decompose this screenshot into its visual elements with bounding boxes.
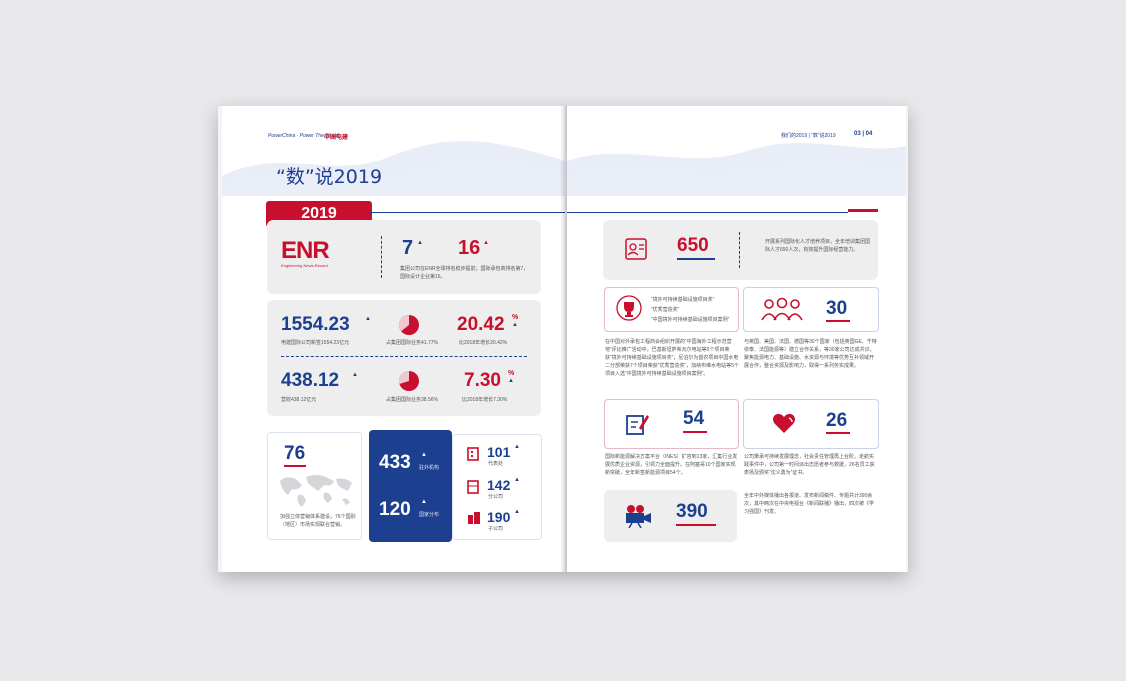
building-icon	[467, 447, 479, 461]
up-arrow-icon: ▲	[483, 240, 489, 246]
enr-caption: 集团公司在ENR全球排名稳步提前；国际承包商排名第7，国际设计企业第16。	[400, 266, 529, 280]
city-icon	[468, 512, 480, 524]
percent-unit: %	[512, 314, 519, 321]
signed-caption: 电建国际公司新签1554.23亿元	[281, 340, 350, 346]
enr-logo-sub: Engineering News-Record	[281, 263, 328, 268]
signed-value: 1554.23	[281, 314, 350, 335]
header-brand: PowerChina · Power The World	[268, 133, 339, 139]
up-arrow-icon: ▲	[421, 452, 427, 458]
revenue-value: 438.12	[281, 370, 340, 391]
world-map-icon	[280, 475, 352, 507]
org-value: 142	[487, 477, 511, 493]
market-count: 76	[284, 443, 306, 464]
up-arrow-icon: ▲	[512, 322, 518, 328]
partners-value: 30	[826, 298, 848, 319]
video-camera-icon	[626, 505, 651, 528]
overseas-card: 433 ▲ 驻外机构 120 ▲ 国家分布	[369, 430, 452, 542]
enr-card: ENR Engineering News-Record 7 ▲ 16 ▲ 集团公…	[267, 220, 541, 294]
orgs-card: 101 ▲ 代表处 142 ▲ 分公司 190 ▲ 子公司	[452, 434, 542, 540]
pie-icon	[398, 370, 419, 391]
underline	[676, 524, 716, 526]
new-energy-card: 54	[604, 399, 739, 449]
document-edit-icon	[626, 415, 649, 435]
up-arrow-icon: ▲	[421, 499, 427, 505]
overseas-org-value: 433	[379, 452, 411, 473]
enr-rank-design: 16	[458, 237, 481, 259]
country-caption: 国家分布	[419, 512, 440, 518]
right-page: 我们的2019 | “数”说2019 03 | 04 650 开展系列国际化人才…	[567, 106, 906, 572]
new-energy-text: 国际新能源解决方案平台（INES）扩容到13家，汇集行业发展优质企业资源，引领力…	[605, 454, 738, 476]
talent-caption: 开展系列国际化人才培养项目，全年培训集团国际人才650人次，有效提升国际经营能力…	[765, 239, 871, 253]
growth-caption: 比2018年增长7.30%	[462, 397, 508, 403]
rule-accent	[848, 209, 878, 212]
header-logo: 中国电建	[324, 135, 349, 141]
title-rule	[567, 212, 848, 213]
org-value: 101	[487, 444, 511, 460]
media-text: 全年中外媒体播出各报道、发布新闻稿件、专题共计390余次，其中两次在中央电视台《…	[744, 493, 875, 515]
partners-card: 30	[743, 287, 879, 332]
up-arrow-icon: ▲	[514, 509, 520, 515]
up-arrow-icon: ▲	[417, 240, 423, 246]
org-value: 190	[487, 509, 511, 525]
volunteer-text: 公司秉承可持续发展理念，社会责任管理再上台阶。走航实践事件中，公司第一时间派出志…	[744, 454, 875, 476]
market-caption: 加强立体营销体系建设，76个国别（地区）市场实现联合营销。	[280, 514, 356, 528]
heart-icon	[773, 413, 795, 433]
underline	[826, 320, 850, 322]
people-group-icon	[761, 297, 803, 321]
new-energy-value: 54	[683, 408, 705, 429]
map-card: 76 加强立体营销体系建设，76个国别（地区）市场实现联合营销。	[267, 432, 362, 540]
pie-icon	[398, 314, 419, 335]
wave-background	[222, 141, 565, 196]
title-rule	[370, 212, 565, 213]
volunteer-value: 26	[826, 410, 848, 431]
header-text: 我们的2019 | “数”说2019	[781, 133, 836, 139]
wave-background	[567, 142, 906, 196]
partner-text: 与英国、美国、法国、德国等30个国家（包括英国GE、千特依泰、法国能源等）建立合…	[744, 339, 877, 369]
up-arrow-icon: ▲	[352, 372, 358, 378]
pie-caption: 占集团国际业务41.77%	[386, 340, 438, 346]
up-arrow-icon: ▲	[514, 477, 520, 483]
underline	[683, 431, 707, 433]
award-line: “境外可持续基础设施项目奖”	[651, 297, 715, 303]
up-arrow-icon: ▲	[365, 316, 371, 322]
talent-card: 650 开展系列国际化人才培养项目，全年培训集团国际人才650人次，有效提升国际…	[603, 220, 878, 280]
underline	[826, 432, 850, 434]
underline	[677, 258, 715, 260]
divider	[281, 356, 527, 357]
divider	[381, 236, 382, 278]
org-caption: 代表处	[488, 461, 504, 467]
left-page: PowerChina · Power The World 中国电建 “数”说20…	[222, 106, 565, 572]
revenue-caption: 营收438.12亿元	[281, 397, 317, 403]
country-value: 120	[379, 499, 411, 520]
award-line: “中国境外可持续基础设施项目案例”	[651, 317, 730, 323]
overseas-org-caption: 驻外机构	[419, 465, 440, 471]
percent-unit: %	[508, 370, 515, 377]
growth-caption: 比2018年增长20.42%	[459, 340, 508, 346]
page-numbers: 03 | 04	[854, 131, 873, 137]
award-text: 在中国对外承包工程商会组织开展的“中国海外工程示范营地”评比推广活动中，巴基斯坦…	[605, 339, 739, 377]
media-value: 390	[676, 501, 708, 522]
org-caption: 分公司	[488, 494, 504, 500]
volunteer-card: 26	[743, 399, 879, 449]
awards-card: “境外可持续基础设施项目奖” “优秀营造奖” “中国境外可持续基础设施项目案例”	[604, 287, 739, 332]
media-card: 390	[604, 490, 737, 542]
growth-value: 20.42	[457, 314, 505, 335]
stats-card: 1554.23 ▲ 电建国际公司新签1554.23亿元 占集团国际业务41.77…	[267, 300, 541, 416]
underline	[284, 465, 306, 467]
growth-value: 7.30	[464, 370, 501, 391]
award-line: “优秀营造奖”	[651, 307, 680, 313]
trophy-icon	[616, 295, 642, 321]
up-arrow-icon: ▲	[514, 444, 520, 450]
up-arrow-icon: ▲	[508, 378, 514, 384]
talent-value: 650	[677, 235, 709, 256]
office-icon	[467, 480, 479, 494]
enr-rank-international: 7	[402, 237, 414, 259]
divider	[739, 232, 740, 268]
enr-logo: ENR	[281, 237, 330, 264]
org-caption: 子公司	[488, 526, 504, 532]
page-title: “数”说2019	[276, 166, 383, 188]
pie-caption: 占集团国际业务38.56%	[386, 397, 438, 403]
profile-card-icon	[625, 238, 647, 260]
